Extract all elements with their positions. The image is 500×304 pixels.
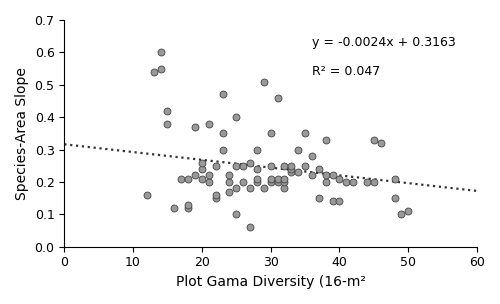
Point [280, 186, 288, 191]
Point [288, 163, 296, 168]
Point [328, 199, 336, 204]
Point [349, 180, 357, 185]
Point [184, 202, 192, 207]
Point [260, 79, 268, 84]
Point [363, 180, 371, 185]
Point [232, 186, 240, 191]
Point [288, 167, 296, 171]
Point [212, 196, 220, 201]
Point [301, 131, 309, 136]
Point [336, 199, 344, 204]
Point [212, 192, 220, 197]
Point [198, 176, 206, 181]
Point [232, 115, 240, 119]
Point [342, 180, 350, 185]
Point [294, 147, 302, 152]
Point [404, 209, 412, 213]
Point [280, 180, 288, 185]
Point [170, 206, 178, 210]
Point [322, 173, 330, 178]
X-axis label: Plot Gama Diversity (16-m²: Plot Gama Diversity (16-m² [176, 275, 366, 289]
Point [218, 147, 226, 152]
Point [226, 173, 234, 178]
Point [280, 163, 288, 168]
Point [370, 180, 378, 185]
Point [205, 180, 213, 185]
Point [390, 196, 398, 201]
Point [328, 173, 336, 178]
Point [143, 192, 151, 197]
Point [274, 176, 281, 181]
Text: y = -0.0024x + 0.3163: y = -0.0024x + 0.3163 [312, 36, 456, 49]
Point [294, 170, 302, 175]
Point [191, 124, 199, 129]
Point [184, 176, 192, 181]
Point [253, 147, 261, 152]
Point [274, 180, 281, 185]
Point [376, 141, 384, 146]
Text: R² = 0.047: R² = 0.047 [312, 65, 380, 78]
Point [370, 137, 378, 142]
Point [253, 180, 261, 185]
Point [239, 163, 247, 168]
Point [232, 212, 240, 217]
Point [266, 163, 274, 168]
Point [156, 50, 164, 55]
Point [184, 206, 192, 210]
Point [246, 186, 254, 191]
Point [177, 176, 185, 181]
Point [288, 170, 296, 175]
Point [266, 176, 274, 181]
Point [246, 160, 254, 165]
Point [226, 180, 234, 185]
Point [232, 163, 240, 168]
Point [156, 66, 164, 71]
Point [150, 69, 158, 74]
Point [315, 167, 323, 171]
Point [322, 180, 330, 185]
Point [226, 189, 234, 194]
Point [398, 212, 406, 217]
Point [308, 154, 316, 158]
Point [246, 225, 254, 230]
Point [198, 167, 206, 171]
Y-axis label: Species-Area Slope: Species-Area Slope [15, 67, 29, 200]
Point [336, 176, 344, 181]
Point [218, 131, 226, 136]
Point [191, 173, 199, 178]
Point [308, 173, 316, 178]
Point [253, 176, 261, 181]
Point [274, 95, 281, 100]
Point [266, 180, 274, 185]
Point [301, 163, 309, 168]
Point [218, 92, 226, 97]
Point [260, 186, 268, 191]
Point [253, 167, 261, 171]
Point [239, 180, 247, 185]
Point [315, 196, 323, 201]
Point [205, 121, 213, 126]
Point [266, 131, 274, 136]
Point [322, 137, 330, 142]
Point [205, 173, 213, 178]
Point [164, 108, 172, 113]
Point [280, 176, 288, 181]
Point [390, 176, 398, 181]
Point [164, 121, 172, 126]
Point [212, 163, 220, 168]
Point [198, 160, 206, 165]
